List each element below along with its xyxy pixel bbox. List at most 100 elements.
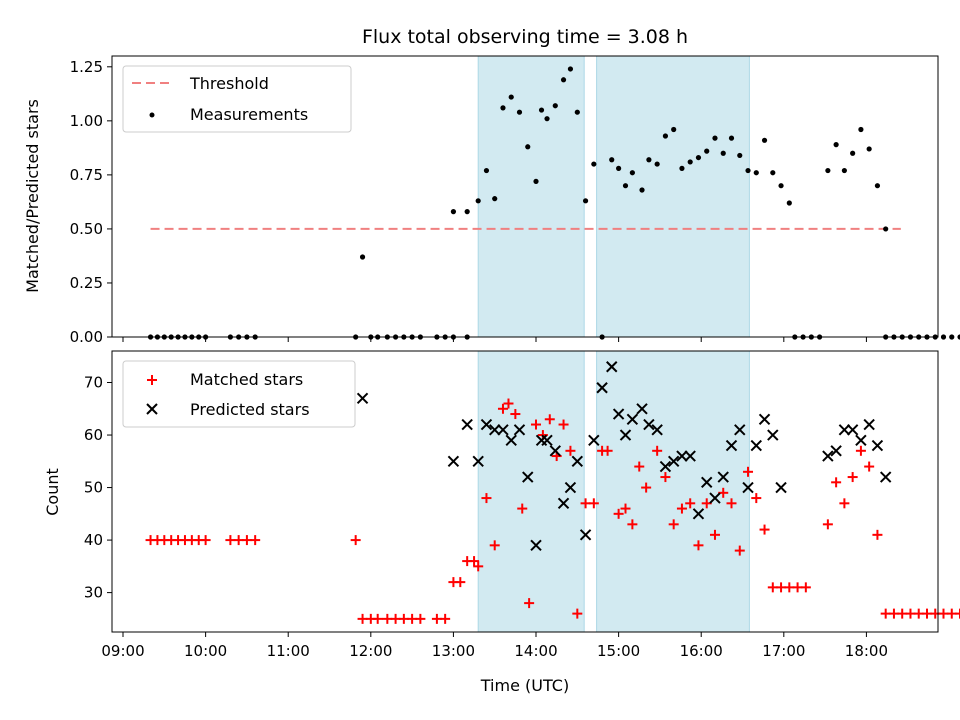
- matched-stars-point: [652, 445, 663, 456]
- predicted-stars-point: [822, 450, 834, 462]
- measurement-point: [560, 77, 567, 83]
- measurement-point: [687, 159, 693, 165]
- matched-stars-point: [602, 445, 613, 456]
- legend-matched-swatch: [147, 375, 157, 385]
- matched-stars-point: [510, 409, 521, 420]
- y-tick-label: 50: [84, 479, 103, 497]
- predicted-stars-point: [846, 424, 859, 436]
- measurement-point: [646, 157, 652, 163]
- matched-stars-point: [497, 403, 508, 414]
- measurement-point: [866, 146, 872, 152]
- x-tick-label: 18:00: [845, 642, 888, 660]
- matched-stars-point: [250, 535, 261, 546]
- y-tick-label: 60: [84, 426, 103, 444]
- matched-stars-point: [200, 535, 211, 546]
- measurement-point: [940, 334, 947, 340]
- predicted-stars-point: [701, 476, 713, 489]
- measurement-point: [874, 183, 881, 189]
- measurement-point: [475, 198, 481, 204]
- predicted-stars-point: [596, 382, 608, 394]
- bottom-legend: Matched stars Predicted stars: [122, 360, 356, 428]
- measurement-point: [629, 170, 635, 176]
- matched-stars-point: [627, 519, 638, 530]
- matched-stars-point: [955, 608, 960, 619]
- measurement-point: [712, 135, 718, 141]
- legend-measurements-swatch: [149, 112, 155, 118]
- measurement-point: [662, 133, 669, 139]
- measurement-point: [544, 116, 550, 122]
- top-y-ticks: 0.00 0.25 0.50 0.75 1.00 1.25: [70, 58, 112, 346]
- legend-predicted-swatch: [146, 403, 158, 415]
- predicted-stars-point: [734, 424, 746, 436]
- y-tick-label: 0.00: [70, 328, 103, 346]
- predicted-stars-point: [684, 450, 696, 462]
- predicted-stars-point: [513, 424, 526, 436]
- predicted-stars-point: [775, 481, 787, 494]
- measurement-point: [858, 126, 864, 133]
- count-points: [145, 361, 960, 624]
- predicted-stars-point: [541, 434, 553, 446]
- matched-stars-point: [718, 487, 729, 498]
- matched-stars-point: [822, 519, 833, 530]
- predicted-stars-point: [356, 392, 369, 404]
- matched-stars-point: [517, 503, 528, 514]
- matched-stars-point: [693, 540, 704, 551]
- predicted-stars-point: [636, 403, 648, 415]
- x-tick-label: 12:00: [349, 642, 392, 660]
- top-observing-windows: [477, 55, 750, 338]
- measurement-point: [525, 144, 531, 150]
- matched-stars-point: [847, 472, 858, 483]
- measurement-point: [704, 148, 710, 154]
- matched-stars-point: [481, 493, 492, 504]
- predicted-stars-point: [480, 418, 493, 431]
- measurement-point: [671, 126, 677, 133]
- predicted-stars-point: [659, 460, 672, 473]
- x-tick-label: 09:00: [101, 642, 144, 660]
- predicted-stars-point: [676, 450, 688, 462]
- matched-stars-point: [676, 503, 687, 514]
- top-legend-box: [122, 65, 352, 133]
- measurement-point: [574, 109, 580, 115]
- predicted-stars-point: [522, 471, 534, 483]
- predicted-stars-point: [651, 424, 663, 436]
- measurement-point: [778, 183, 784, 189]
- predicted-stars-point: [838, 424, 851, 436]
- measurement-point: [492, 196, 498, 202]
- matched-stars-point: [685, 498, 696, 509]
- matched-stars-point: [565, 445, 576, 456]
- measurement-point: [761, 137, 768, 143]
- observing-window-band: [596, 350, 750, 633]
- measurement-point: [464, 209, 470, 215]
- matched-stars-point: [668, 519, 679, 530]
- predicted-stars-point: [692, 508, 705, 520]
- predicted-stars-point: [709, 492, 721, 504]
- predicted-stars-point: [667, 455, 680, 468]
- predicted-stars-point: [626, 413, 639, 425]
- matched-stars-point: [743, 466, 754, 477]
- predicted-stars-point: [725, 439, 738, 452]
- matched-stars-point: [588, 498, 599, 509]
- matched-stars-point: [660, 472, 671, 483]
- matched-stars-point: [726, 498, 737, 509]
- predicted-stars-point: [758, 413, 771, 425]
- matched-stars-point: [613, 508, 624, 519]
- y-tick-label: 0.75: [70, 166, 103, 184]
- top-plot-frame: [111, 55, 939, 338]
- predicted-stars-point: [571, 455, 584, 468]
- measurement-point: [591, 161, 597, 167]
- measurement-point: [538, 107, 545, 113]
- matched-stars-point: [831, 477, 842, 488]
- measurement-point: [622, 183, 629, 189]
- predicted-stars-point: [612, 408, 625, 420]
- top-panel: 0.00 0.25 0.50 0.75 1.00 1.25 Matched/Predict…: [23, 55, 960, 346]
- predicted-stars-point: [606, 361, 618, 373]
- measurement-point: [737, 152, 743, 159]
- predicted-stars-point: [879, 471, 892, 483]
- measurement-point: [450, 209, 457, 215]
- measurement-point: [500, 105, 506, 111]
- matched-stars-point: [524, 598, 535, 609]
- x-axis-label: Time (UTC): [480, 676, 569, 695]
- legend-measurements-label: Measurements: [190, 105, 308, 124]
- measurement-point: [679, 165, 685, 171]
